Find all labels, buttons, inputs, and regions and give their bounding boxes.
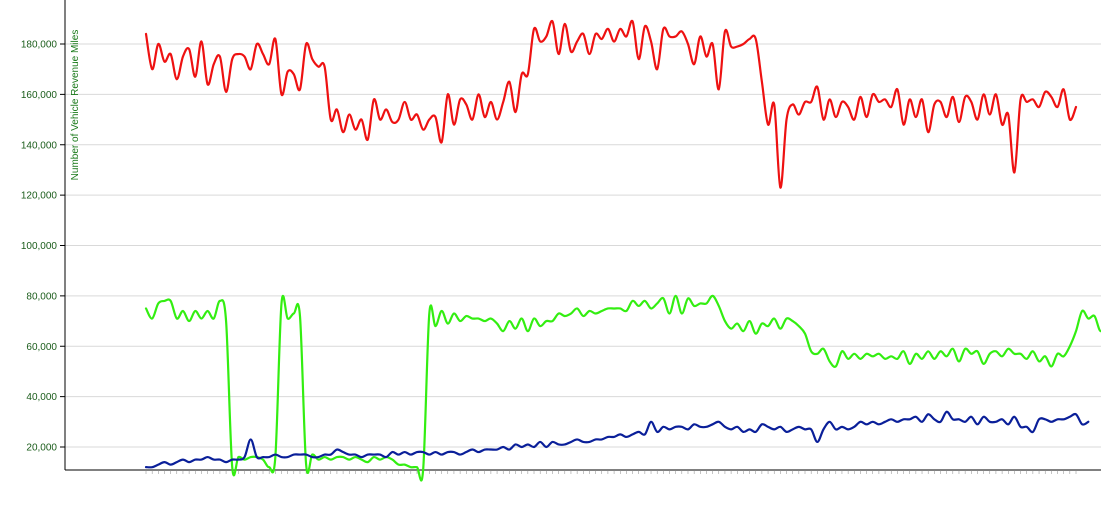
y-tick-label: 180,000 bbox=[21, 40, 58, 51]
y-tick-label: 80,000 bbox=[26, 291, 57, 302]
series-line-1 bbox=[144, 19, 1078, 189]
grid-lines bbox=[65, 43, 1101, 448]
axes: 20,000 40,000 60,000 80,000 100,000 120,000 14… bbox=[21, 0, 1101, 474]
y-axis-title: Number of Vehicle Revenue Miles bbox=[70, 30, 81, 181]
y-tick-label: 60,000 bbox=[26, 342, 57, 353]
series-lines bbox=[144, 19, 1101, 482]
y-tick-label: 40,000 bbox=[26, 392, 57, 403]
y-tick-label: 160,000 bbox=[21, 90, 58, 101]
series-line-3 bbox=[144, 410, 1090, 469]
series-line-2 bbox=[144, 294, 1101, 482]
y-tick-label: 100,000 bbox=[21, 241, 58, 252]
y-tick-label: 140,000 bbox=[21, 140, 58, 151]
y-tick-label: 120,000 bbox=[21, 191, 58, 202]
y-tick-label: 20,000 bbox=[26, 443, 57, 454]
